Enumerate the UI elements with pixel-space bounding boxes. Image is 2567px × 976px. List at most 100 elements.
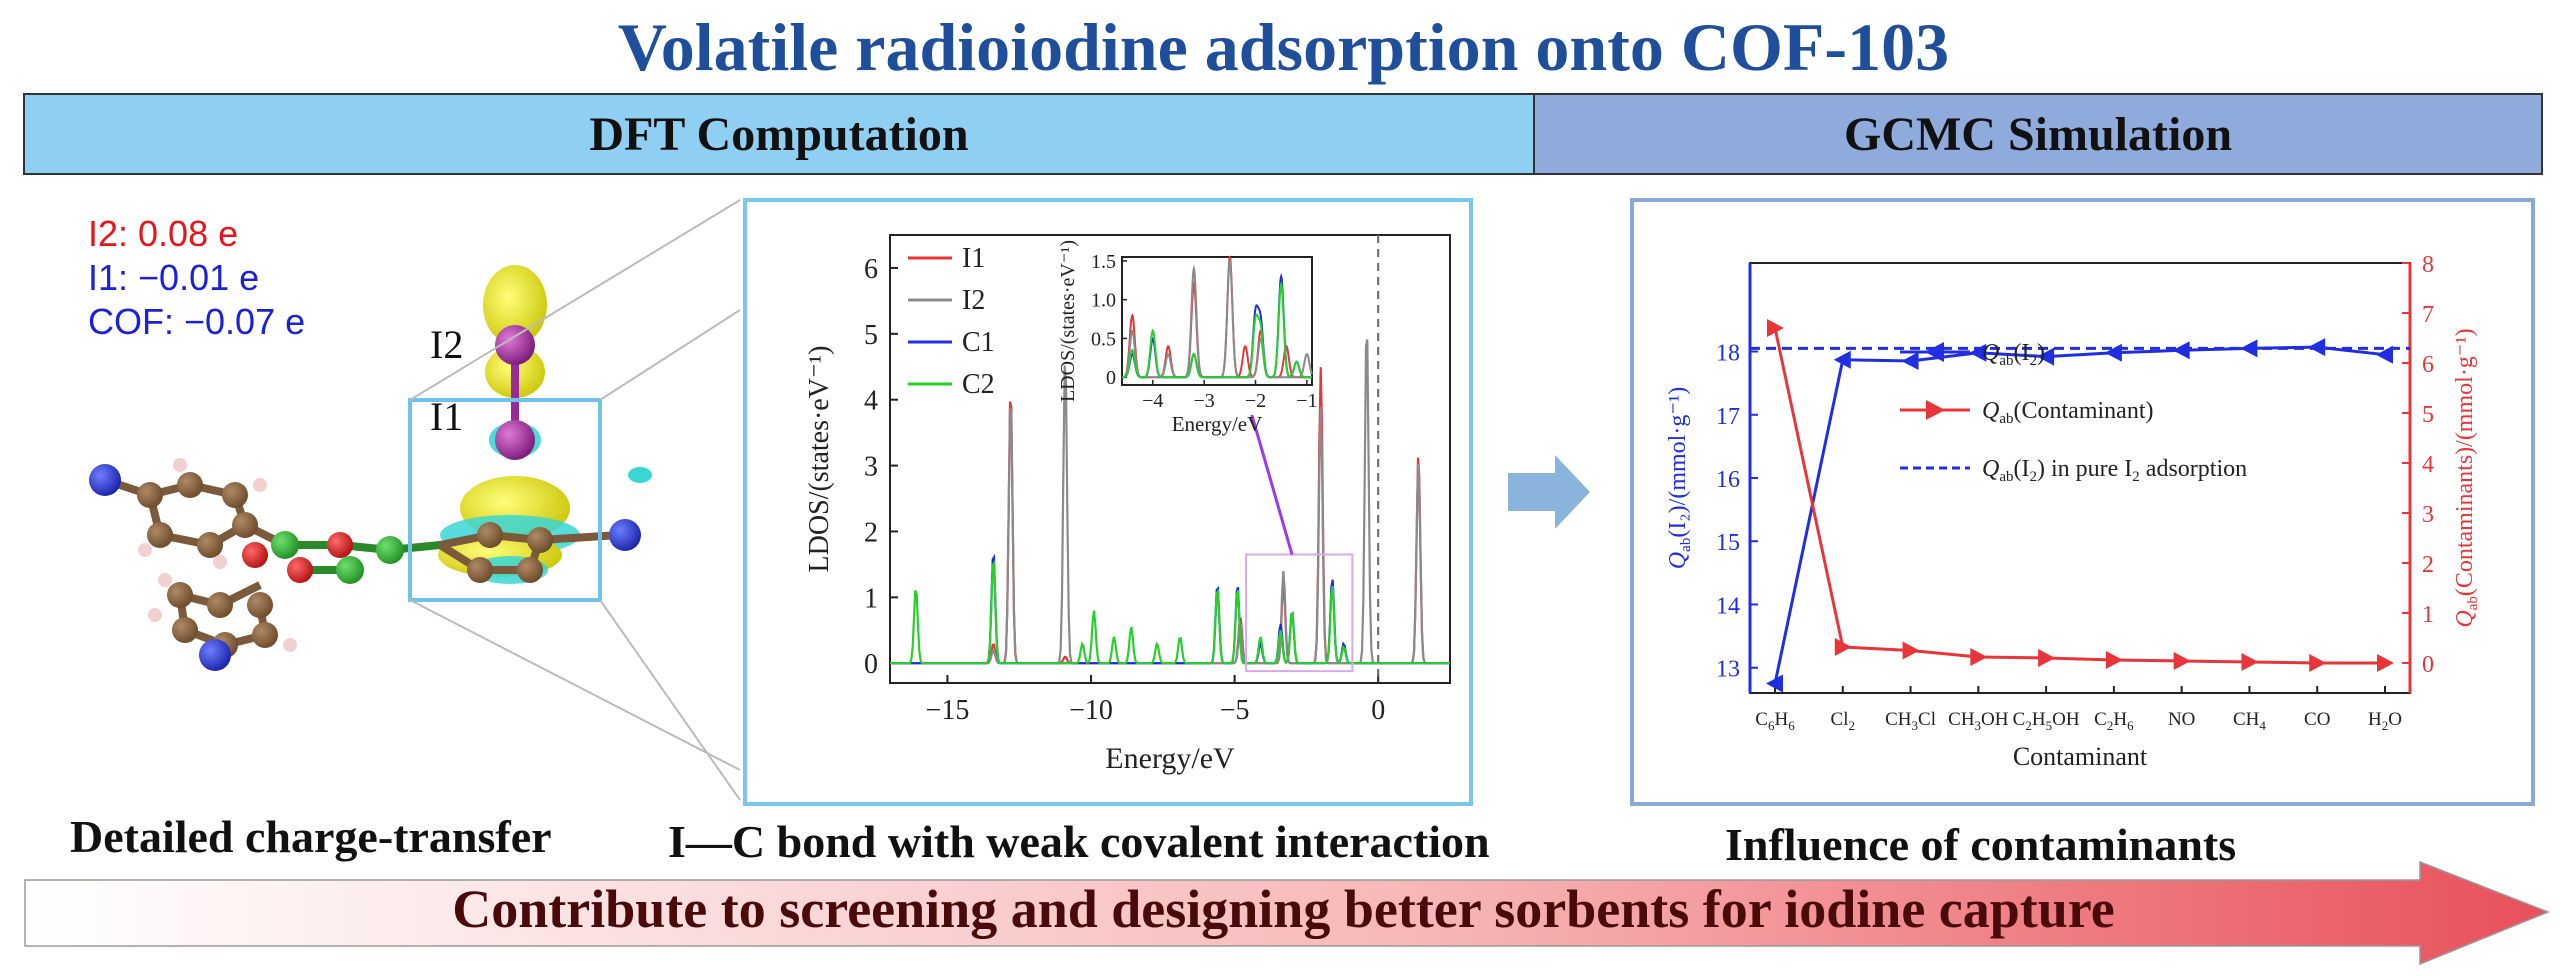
left-y-tick-label: 15 <box>1716 530 1740 556</box>
data-point-right <box>2309 654 2327 672</box>
plot-frame <box>889 234 1451 684</box>
x-tick-label: C2​H6​ <box>2094 709 2134 733</box>
gcmc-panel <box>1630 198 2535 806</box>
legend-label-c2: C2 <box>962 369 995 400</box>
data-point-right <box>2377 654 2394 672</box>
zoom-region-box <box>1245 553 1354 673</box>
series-line-left <box>1773 345 2386 684</box>
gcmc-section-label: GCMC Simulation <box>1843 107 2233 161</box>
x-tick-label: C6​H6​ <box>1755 709 1795 733</box>
inset-y-tick-label: 0.5 <box>1091 328 1116 350</box>
series-line-right <box>1773 327 2385 665</box>
x-tick-label: −5 <box>1220 695 1250 726</box>
right-y-tick-label: 4 <box>2422 452 2434 478</box>
legend-label: Qab(I2) in pure I2 adsorption <box>1982 456 2247 485</box>
y-tick-label: 6 <box>864 254 878 285</box>
x-tick-label: H2​O <box>2368 709 2402 733</box>
right-y-tick-label: 3 <box>2422 502 2434 528</box>
y-axis-label: LDOS/(states·eV⁻¹) <box>804 346 835 573</box>
left-y-tick-label: 14 <box>1716 593 1740 619</box>
x-tick-label: Cl2​ <box>1831 709 1855 733</box>
y-tick-label: 4 <box>864 386 878 417</box>
x-tick-label: CH4​ <box>2233 709 2266 733</box>
right-y-tick-label: 6 <box>2422 352 2434 378</box>
right-y-tick-label: 8 <box>2422 252 2434 278</box>
charge-i2: I2: 0.08 e <box>88 213 239 254</box>
y-tick-label: 3 <box>864 452 878 483</box>
x-tick-label: −15 <box>926 695 970 726</box>
caption-contaminants: Influence of contaminants <box>1725 819 2237 870</box>
x-tick-label: CO <box>2304 709 2330 730</box>
data-point-right <box>1902 641 1920 660</box>
data-point-left <box>1969 343 1987 362</box>
data-point-left <box>2308 338 2326 357</box>
inset-y-axis-label: LDOS/(states·eV⁻¹) <box>1057 240 1079 402</box>
iodine-atom-i1 <box>495 420 535 460</box>
x-tick-label: NO <box>2168 709 2195 730</box>
inset-series-c2 <box>1122 280 1312 379</box>
inset-y-tick-label: 1.5 <box>1091 251 1116 273</box>
ldos-series-c2 <box>890 559 1450 665</box>
gcmc-chart: 13 14 15 16 17 18 0 1 2 3 4 5 6 7 8 C6​H6​ Cl2​ CH3​Cl CH3… <box>1665 252 2481 771</box>
iodine-atom-i2 <box>495 325 535 365</box>
ldos-chart: −15 −10 −5 0 0 1 2 3 4 5 6 Energy/eV LDOS/(states·eV… <box>804 234 1451 775</box>
inset-y-tick-label: 0 <box>1106 367 1116 389</box>
molecule-structure: I2 I1 <box>89 265 652 671</box>
left-y-tick-label: 13 <box>1716 657 1740 683</box>
right-y-tick-label: 5 <box>2422 402 2434 428</box>
boron-atom <box>609 519 641 551</box>
inset-x-axis-label: Energy/eV <box>1172 412 1263 436</box>
inset-x-tick-label: −2 <box>1245 390 1266 412</box>
bottom-arrow <box>24 860 2551 966</box>
data-point-right <box>1970 648 1988 666</box>
ldos-panel <box>743 198 1473 806</box>
dft-section-header: DFT Computation <box>23 93 1535 175</box>
legend-label-c1: C1 <box>962 327 995 358</box>
x-tick-label: CH3​Cl <box>1885 709 1936 733</box>
boron-atom <box>199 639 231 671</box>
data-point-left <box>2037 347 2055 366</box>
x-tick-label: 0 <box>1371 695 1385 726</box>
bottom-arrow-text: Contribute to screening and designing be… <box>452 879 2115 939</box>
y-tick-label: 2 <box>864 517 878 548</box>
charge-list: I2: 0.08 e I1: −0.01 e COF: −0.07 e <box>88 212 305 344</box>
legend-label-i1: I1 <box>962 243 985 274</box>
gcmc-section-header: GCMC Simulation <box>1533 93 2543 175</box>
legend-marker <box>1925 342 1944 362</box>
data-point-right <box>2241 653 2259 671</box>
data-point-right <box>2038 649 2056 667</box>
data-point-left <box>1766 674 1783 693</box>
data-point-left <box>2104 343 2122 362</box>
data-point-left <box>2172 341 2190 360</box>
y-tick-label: 1 <box>864 583 878 614</box>
data-point-left <box>1833 350 1851 369</box>
right-y-tick-label: 1 <box>2422 602 2434 628</box>
left-y-axis-label: Qab(I₂)/(mmol·g⁻¹) <box>1665 387 1694 569</box>
data-point-left <box>2240 339 2258 358</box>
right-y-axis-label: Qab(Contaminants)/(mmol·g⁻¹) <box>2452 328 2481 627</box>
legend-label-i2: I2 <box>962 285 985 316</box>
left-y-tick-label: 16 <box>1716 467 1740 493</box>
dft-section-label: DFT Computation <box>589 107 969 161</box>
y-tick-label: 5 <box>864 320 878 351</box>
right-y-tick-label: 7 <box>2422 302 2434 328</box>
caption-ic-bond: I—C bond with weak covalent interaction <box>668 816 1490 867</box>
data-point-right <box>2105 651 2123 669</box>
inset-x-tick-label: −4 <box>1142 390 1163 412</box>
charge-i1: I1: −0.01 e <box>88 257 260 298</box>
right-arrow-icon <box>1508 455 1590 529</box>
left-y-tick-label: 17 <box>1716 404 1740 430</box>
page-title: Volatile radioiodine adsorption onto COF… <box>617 9 1950 85</box>
y-tick-label: 0 <box>864 649 878 680</box>
inset-x-tick-label: −3 <box>1194 390 1215 412</box>
legend-marker <box>1926 400 1945 420</box>
x-tick-label: −10 <box>1069 695 1113 726</box>
data-point-left <box>2376 345 2393 364</box>
isosurface-lobe <box>628 467 652 483</box>
data-point-right <box>1834 638 1852 656</box>
right-y-tick-label: 0 <box>2422 652 2434 678</box>
x-axis-label: Contaminant <box>2013 742 2148 771</box>
data-point-left <box>1901 352 1919 371</box>
data-point-right <box>2173 652 2191 670</box>
caption-charge-transfer: Detailed charge-transfer <box>70 811 552 862</box>
